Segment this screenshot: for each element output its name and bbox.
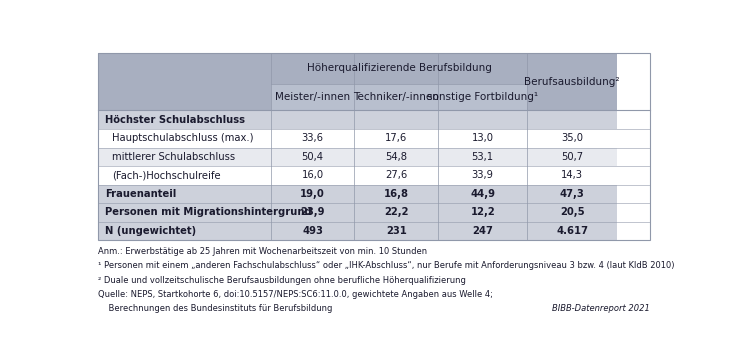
Bar	[271, 203, 354, 222]
Text: 33,6: 33,6	[301, 133, 323, 143]
Bar	[354, 203, 438, 222]
Bar	[354, 222, 438, 240]
Text: 22,2: 22,2	[384, 207, 409, 217]
Bar	[528, 184, 617, 203]
Bar	[98, 111, 271, 129]
Text: 14,3: 14,3	[561, 170, 583, 180]
Text: 19,0: 19,0	[300, 189, 325, 199]
Text: Personen mit Migrationshintergrund: Personen mit Migrationshintergrund	[105, 207, 312, 217]
Bar	[438, 222, 528, 240]
Bar	[98, 53, 650, 240]
Text: (Fach-)Hochschulreife: (Fach-)Hochschulreife	[112, 170, 220, 180]
Bar	[98, 184, 271, 203]
Text: 493: 493	[302, 226, 323, 236]
Text: 47,3: 47,3	[560, 189, 585, 199]
Bar	[354, 147, 438, 166]
Bar	[98, 147, 271, 166]
Text: 50,4: 50,4	[301, 152, 323, 162]
Bar	[438, 147, 528, 166]
Text: 13,0: 13,0	[472, 133, 493, 143]
Text: Quelle: NEPS, Startkohorte 6, doi:10.5157/NEPS:SC6:11.0.0, gewichtete Angaben au: Quelle: NEPS, Startkohorte 6, doi:10.515…	[98, 290, 493, 299]
Text: 27,6: 27,6	[385, 170, 407, 180]
Bar	[271, 147, 354, 166]
Bar	[271, 53, 528, 84]
Bar	[98, 129, 271, 147]
Text: BIBB-Datenreport 2021: BIBB-Datenreport 2021	[553, 304, 650, 313]
Bar	[438, 84, 528, 111]
Text: sonstige Fortbildung¹: sonstige Fortbildung¹	[427, 92, 538, 102]
Bar	[354, 184, 438, 203]
Text: Berufsausbildung²: Berufsausbildung²	[524, 77, 620, 87]
Bar	[438, 129, 528, 147]
Text: Anm.: Erwerbstätige ab 25 Jahren mit Wochenarbeitszeit von min. 10 Stunden: Anm.: Erwerbstätige ab 25 Jahren mit Woc…	[98, 247, 427, 256]
Bar	[354, 129, 438, 147]
Bar	[528, 147, 617, 166]
Text: 231: 231	[385, 226, 407, 236]
Text: 33,9: 33,9	[472, 170, 493, 180]
Text: Berechnungen des Bundesinstituts für Berufsbildung: Berechnungen des Bundesinstituts für Ber…	[98, 304, 332, 313]
Text: 20,5: 20,5	[560, 207, 585, 217]
Text: Meister/-innen: Meister/-innen	[275, 92, 350, 102]
Bar	[271, 222, 354, 240]
Bar	[98, 203, 271, 222]
Bar	[528, 222, 617, 240]
Bar	[271, 129, 354, 147]
Bar	[271, 111, 354, 129]
Bar	[98, 222, 271, 240]
Bar	[438, 184, 528, 203]
Text: 16,0: 16,0	[301, 170, 323, 180]
Text: 23,9: 23,9	[300, 207, 325, 217]
Bar	[271, 184, 354, 203]
Bar	[354, 166, 438, 184]
Bar	[98, 84, 271, 111]
Bar	[98, 53, 271, 84]
Bar	[528, 166, 617, 184]
Bar	[271, 166, 354, 184]
Text: Höchster Schulabschluss: Höchster Schulabschluss	[105, 115, 245, 125]
Text: Frauenanteil: Frauenanteil	[105, 189, 176, 199]
Bar	[354, 84, 438, 111]
Text: 44,9: 44,9	[470, 189, 495, 199]
Text: N (ungewichtet): N (ungewichtet)	[105, 226, 196, 236]
Bar	[438, 203, 528, 222]
Text: 247: 247	[472, 226, 493, 236]
Bar	[271, 84, 354, 111]
Bar	[528, 129, 617, 147]
Text: 35,0: 35,0	[561, 133, 583, 143]
Text: mittlerer Schulabschluss: mittlerer Schulabschluss	[112, 152, 235, 162]
Text: 12,2: 12,2	[470, 207, 495, 217]
Text: Techniker/-innen: Techniker/-innen	[353, 92, 439, 102]
Text: 54,8: 54,8	[385, 152, 407, 162]
Text: 16,8: 16,8	[384, 189, 409, 199]
Bar	[438, 166, 528, 184]
Bar	[438, 111, 528, 129]
Text: 4.617: 4.617	[556, 226, 588, 236]
Text: 17,6: 17,6	[385, 133, 407, 143]
Text: Höherqualifizierende Berufsbildung: Höherqualifizierende Berufsbildung	[307, 63, 491, 73]
Bar	[354, 111, 438, 129]
Text: 50,7: 50,7	[561, 152, 583, 162]
Bar	[98, 166, 271, 184]
Text: ¹ Personen mit einem „anderen Fachschulabschluss“ oder „IHK-Abschluss“, nur Beru: ¹ Personen mit einem „anderen Fachschula…	[98, 261, 675, 270]
Bar	[528, 111, 617, 129]
Text: 53,1: 53,1	[472, 152, 493, 162]
Bar	[528, 53, 617, 111]
Bar	[528, 203, 617, 222]
Text: Hauptschulabschluss (max.): Hauptschulabschluss (max.)	[112, 133, 254, 143]
Text: ² Duale und vollzeitschulische Berufsausbildungen ohne berufliche Höherqualifizi: ² Duale und vollzeitschulische Berufsaus…	[98, 276, 466, 285]
